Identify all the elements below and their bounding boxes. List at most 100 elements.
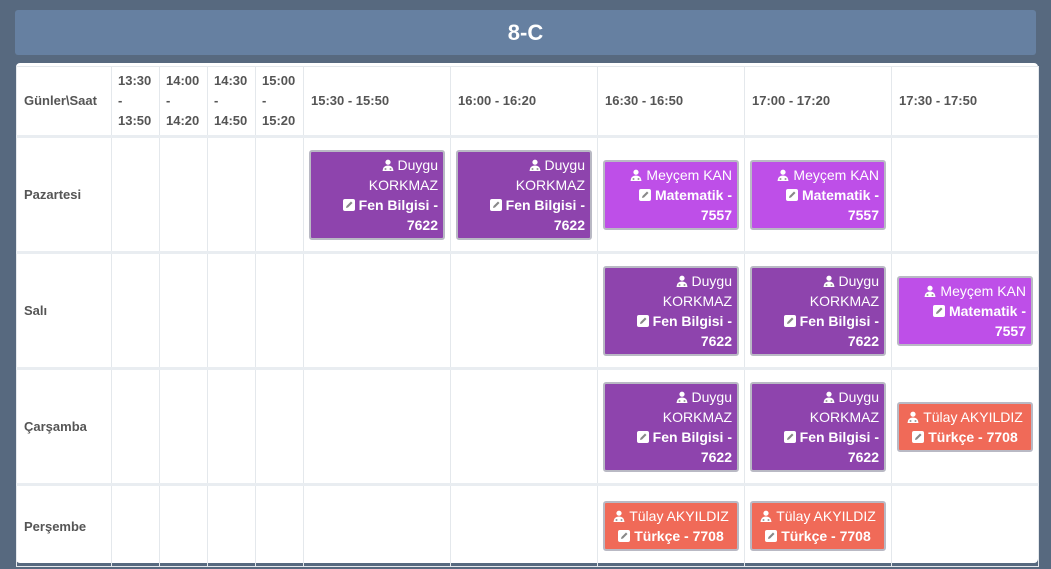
schedule-cell[interactable]: Tülay AKYILDIZ Türkçe - 7708 [891,367,1039,485]
lesson-name: Fen Bilgisi - 7622 [505,196,585,233]
teacher-name: Duygu KORKMAZ [662,272,732,309]
day-row: Salı Duygu KORKMAZ Fen Bilgisi - 7622 Duygu… [16,251,1039,369]
schedule-cell[interactable] [111,135,160,253]
class-title: 8-C [15,10,1036,55]
schedule-cell[interactable]: Tülay AKYILDIZ Türkçe - 7708 [744,483,892,567]
edit-icon [342,198,355,211]
schedule-cell[interactable] [891,483,1039,567]
lesson-card[interactable]: Tülay AKYILDIZ Türkçe - 7708 [603,501,739,551]
schedule-cell[interactable] [303,483,451,567]
teacher-name: Meyçem KAN [793,166,879,183]
schedule-cell[interactable]: Duygu KORKMAZ Fen Bilgisi - 7622 [597,367,745,485]
user-group-icon [760,510,772,522]
lesson-card[interactable]: Meyçem KAN Matematik - 7557 [897,275,1033,346]
user-group-icon [382,159,394,171]
teacher-name: Tülay AKYILDIZ [776,508,876,524]
day-row: Pazartesi Duygu KORKMAZ Fen Bilgisi - 7622… [16,135,1039,253]
teacher-name: Meyçem KAN [940,282,1026,299]
schedule-cell[interactable] [159,367,208,485]
time-slot-part: 13:50 [118,113,152,128]
schedule-cell[interactable] [450,367,598,485]
lesson-card[interactable]: Meyçem KAN Matematik - 7557 [750,159,886,230]
lesson-card[interactable]: Duygu KORKMAZ Fen Bilgisi - 7622 [750,381,886,472]
user-group-icon [676,275,688,287]
time-slot-part: 14:30 [214,73,248,88]
schedule-cell[interactable]: Duygu KORKMAZ Fen Bilgisi - 7622 [303,135,451,253]
time-slot-part: 14:20 [166,113,200,128]
edit-icon [785,188,798,201]
schedule-cell[interactable]: Meyçem KAN Matematik - 7557 [744,135,892,253]
lesson-card[interactable]: Tülay AKYILDIZ Türkçe - 7708 [750,501,886,551]
lesson-card[interactable]: Duygu KORKMAZ Fen Bilgisi - 7622 [750,265,886,356]
lesson-name: Türkçe - 7708 [928,428,1018,445]
lesson-card[interactable]: Duygu KORKMAZ Fen Bilgisi - 7622 [603,265,739,356]
time-slot-header: 13:30 - 13:50 [111,66,160,137]
time-slot-part: 13:30 [118,73,152,88]
edit-icon [932,304,945,317]
user-group-icon [823,391,835,403]
teacher-name: Duygu KORKMAZ [515,156,585,193]
schedule-cell[interactable] [303,251,451,369]
schedule-cell[interactable] [450,251,598,369]
time-slot-header: 16:00 - 16:20 [450,66,598,137]
schedule-cell[interactable] [255,367,304,485]
time-slot-part: - [214,93,219,108]
time-slot-header: 14:00 - 14:20 [159,66,208,137]
teacher-name: Duygu KORKMAZ [809,272,879,309]
schedule-table: Günler\Saat 13:30-13:50 14:00-14:20 14:30-1… [16,66,1039,567]
schedule-cell[interactable] [159,251,208,369]
edit-icon [912,430,925,443]
user-group-icon [907,411,919,423]
lesson-card[interactable]: Duygu KORKMAZ Fen Bilgisi - 7622 [456,149,592,240]
schedule-cell[interactable] [159,483,208,567]
schedule-cell[interactable] [891,135,1039,253]
time-slot-part: 14:50 [214,113,248,128]
header-corner: Günler\Saat [16,66,112,137]
schedule-cell[interactable] [303,367,451,485]
time-slot-header: 15:00 - 15:20 [255,66,304,137]
lesson-name: Fen Bilgisi - 7622 [799,428,879,465]
user-group-icon [529,159,541,171]
schedule-cell[interactable] [111,251,160,369]
schedule-cell[interactable] [111,483,160,567]
schedule-cell[interactable] [255,135,304,253]
schedule-cell[interactable] [207,483,256,567]
teacher-name: Tülay AKYILDIZ [629,508,729,524]
user-group-icon [777,169,789,181]
user-group-icon [924,285,936,297]
lesson-name: Türkçe - 7708 [781,528,871,544]
lesson-name: Türkçe - 7708 [634,528,724,544]
teacher-name: Duygu KORKMAZ [368,156,438,193]
schedule-cell[interactable]: Duygu KORKMAZ Fen Bilgisi - 7622 [450,135,598,253]
schedule-cell[interactable]: Meyçem KAN Matematik - 7557 [891,251,1039,369]
schedule-cell[interactable]: Duygu KORKMAZ Fen Bilgisi - 7622 [597,251,745,369]
schedule-cell[interactable]: Duygu KORKMAZ Fen Bilgisi - 7622 [744,251,892,369]
teacher-name: Duygu KORKMAZ [662,388,732,425]
time-slot-part: - [166,93,171,108]
edit-icon [636,430,649,443]
day-label: Pazartesi [16,135,112,253]
schedule-cell[interactable]: Meyçem KAN Matematik - 7557 [597,135,745,253]
schedule-cell[interactable] [159,135,208,253]
schedule-cell[interactable]: Duygu KORKMAZ Fen Bilgisi - 7622 [744,367,892,485]
schedule-cell[interactable] [207,367,256,485]
schedule-cell[interactable] [255,483,304,567]
schedule-cell[interactable] [207,251,256,369]
schedule-cell[interactable] [207,135,256,253]
user-group-icon [676,391,688,403]
time-slot-header: 14:30 - 14:50 [207,66,256,137]
lesson-name: Fen Bilgisi - 7622 [799,312,879,349]
schedule-cell[interactable]: Tülay AKYILDIZ Türkçe - 7708 [597,483,745,567]
schedule-cell[interactable] [111,367,160,485]
lesson-name: Fen Bilgisi - 7622 [358,196,438,233]
edit-icon [636,314,649,327]
lesson-card[interactable]: Duygu KORKMAZ Fen Bilgisi - 7622 [309,149,445,240]
lesson-card[interactable]: Tülay AKYILDIZ Türkçe - 7708 [897,401,1033,452]
schedule-cell[interactable] [255,251,304,369]
lesson-card[interactable]: Meyçem KAN Matematik - 7557 [603,159,739,230]
user-group-icon [613,510,625,522]
schedule-cell[interactable] [450,483,598,567]
edit-icon [489,198,502,211]
lesson-card[interactable]: Duygu KORKMAZ Fen Bilgisi - 7622 [603,381,739,472]
lesson-name: Fen Bilgisi - 7622 [652,312,732,349]
